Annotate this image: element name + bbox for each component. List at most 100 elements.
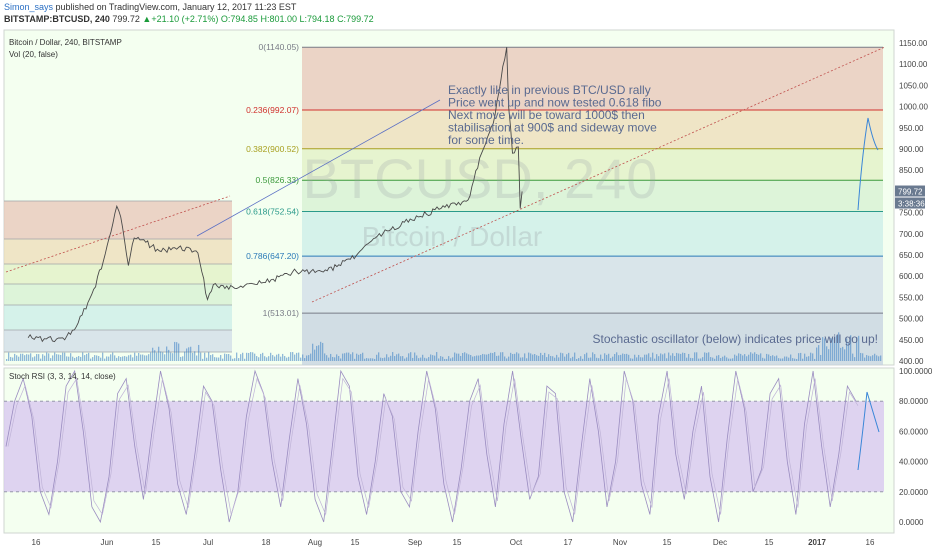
volume-bar: [284, 356, 286, 361]
volume-bar: [12, 357, 14, 361]
volume-bar: [418, 358, 420, 361]
volume-bar: [510, 352, 512, 361]
volume-bar: [360, 353, 362, 361]
volume-bar: [280, 356, 282, 361]
forecast-arrows[interactable]: [857, 117, 880, 471]
volume-bar: [198, 344, 200, 361]
volume-bar: [722, 356, 724, 361]
volume-bar: [824, 338, 826, 361]
volume-bar: [800, 352, 802, 361]
volume-bar: [14, 353, 16, 361]
volume-bar: [452, 357, 454, 361]
volume-bar: [26, 354, 28, 361]
volume-bar: [426, 358, 428, 361]
volume-bar: [830, 337, 832, 361]
volume-bar: [272, 355, 274, 361]
volume-bar: [92, 357, 94, 361]
volume-bar: [698, 358, 700, 361]
volume-bar: [880, 355, 882, 361]
volume-bar: [80, 356, 82, 361]
volume-bar: [530, 353, 532, 361]
author-link[interactable]: Simon_says: [4, 2, 54, 12]
volume-bar: [62, 352, 64, 361]
volume-bar: [656, 354, 658, 361]
volume-bar: [372, 358, 374, 361]
volume-bar: [290, 352, 292, 361]
volume-bar: [492, 353, 494, 361]
stoch-series: [4, 369, 884, 524]
volume-bar: [560, 352, 562, 361]
volume-bar: [456, 353, 458, 361]
volume-bar: [392, 352, 394, 361]
volume-bar: [342, 353, 344, 361]
volume-bar: [112, 352, 114, 361]
volume-bar: [868, 355, 870, 361]
volume-bar: [288, 356, 290, 361]
trend-lines[interactable]: [5, 46, 886, 303]
countdown-tag: 3:38:36: [898, 200, 925, 209]
volume-bar: [526, 358, 528, 361]
volume-bar: [680, 353, 682, 361]
volume-bar: [212, 354, 214, 361]
x-axis-tick: 15: [663, 538, 672, 547]
price-axis-tick: 400.00: [899, 357, 924, 366]
volume-bar: [442, 356, 444, 361]
volume-bar: [374, 358, 376, 361]
volume-bar: [306, 355, 308, 361]
volume-bar: [182, 356, 184, 361]
volume-bar: [572, 356, 574, 361]
volume-bar: [422, 354, 424, 361]
volume-bar: [580, 356, 582, 361]
volume-bar: [300, 357, 302, 361]
volume-bar: [434, 355, 436, 361]
volume-bar: [712, 357, 714, 361]
x-axis-tick: 15: [351, 538, 360, 547]
price-axis-tick: 450.00: [899, 336, 924, 345]
volume-bar: [832, 337, 834, 361]
volume-bar: [774, 356, 776, 361]
annotation-line: stabilisation at 900$ and sideway move: [448, 121, 657, 135]
volume-bar: [390, 355, 392, 361]
volume-bar: [728, 358, 730, 361]
volume-bar: [838, 332, 840, 361]
volume-bar: [98, 356, 100, 361]
volume-bar: [116, 357, 118, 361]
price-tag: 799.72: [898, 188, 923, 197]
volume-bar: [402, 356, 404, 361]
volume-bar: [794, 358, 796, 361]
pointer-line: [196, 99, 441, 237]
volume-bar: [770, 355, 772, 361]
volume-bar: [544, 352, 546, 361]
volume-bar: [222, 358, 224, 361]
volume-bar: [758, 354, 760, 361]
volume-bar: [718, 355, 720, 361]
volume-bar: [94, 355, 96, 361]
volume-bar: [520, 357, 522, 361]
annotations[interactable]: Exactly like in previous BTC/USD rallyPr…: [448, 83, 878, 346]
volume-bar: [640, 357, 642, 361]
volume-bar: [6, 358, 8, 361]
volume-bar: [352, 352, 354, 361]
volume-bar: [232, 358, 234, 361]
volume-bar: [518, 353, 520, 361]
volume-bar: [592, 352, 594, 361]
volume-bar: [556, 354, 558, 361]
fib-zone: [302, 47, 883, 110]
volume-bar: [584, 354, 586, 361]
volume-bar: [108, 356, 110, 361]
volume-bar: [538, 355, 540, 361]
volume-bar: [254, 353, 256, 361]
volume-bar: [488, 353, 490, 361]
volume-bar: [216, 357, 218, 361]
volume-bar: [394, 356, 396, 361]
price-axis-tick: 1100.00: [899, 60, 928, 69]
previous-fib-retracement[interactable]: [4, 200, 232, 353]
volume-bar: [524, 353, 526, 361]
volume-bar: [340, 358, 342, 361]
volume-bar: [706, 352, 708, 361]
volume-bar: [806, 356, 808, 361]
last-price: 799.72: [112, 14, 140, 24]
price-series: [27, 47, 523, 343]
volume-bar: [626, 353, 628, 361]
